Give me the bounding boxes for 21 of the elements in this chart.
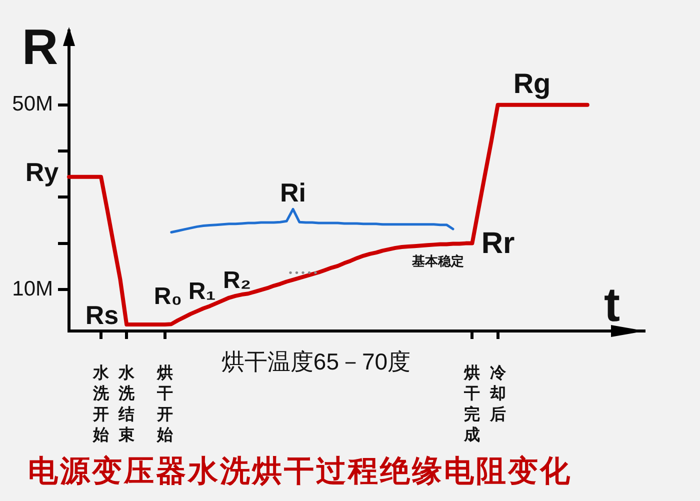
text: 烘干温度65－70度 [221, 348, 411, 374]
annotation: 基本稳定 [412, 254, 464, 268]
x-tick-label: 冷却后 [488, 364, 507, 424]
x-tick-label: 水洗结束 [118, 364, 136, 444]
x-tick-label: 水洗开始 [92, 364, 110, 444]
series-label: Ri [280, 177, 306, 208]
annotation: R₀ [154, 283, 182, 310]
annotation: • • • • • [288, 268, 318, 279]
x-axis-title: t [604, 279, 620, 332]
x-tick-label: 烘干完成 [463, 364, 480, 444]
y-tick-label: 50M [12, 92, 53, 116]
annotation: R₂ [223, 267, 251, 294]
annotation: Rg [513, 68, 551, 99]
annotation: R₁ [188, 278, 216, 305]
y-axis-title: R [22, 19, 58, 75]
x-tick-label: 烘干开始 [156, 364, 174, 444]
text: 电源变压器水洗烘干过程绝缘电阻变化 [28, 454, 572, 490]
annotation: Rs [85, 300, 119, 330]
annotation: Rr [481, 227, 515, 260]
y-tick-label: 10M [12, 277, 53, 300]
text: Ry [25, 157, 59, 187]
